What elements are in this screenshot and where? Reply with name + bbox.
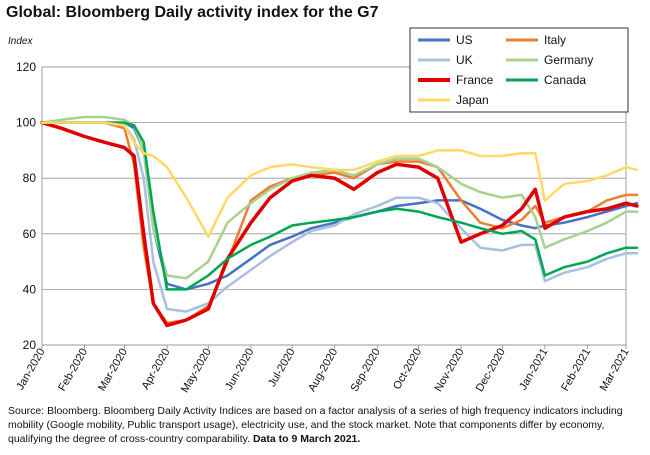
series-line-japan — [40, 121, 639, 238]
x-tick-label: Mar-2020 — [96, 347, 130, 394]
x-tick-label: Jun-2020 — [223, 347, 256, 393]
x-tick-label: Mar-2021 — [598, 347, 632, 394]
x-tick-label: Aug-2020 — [306, 347, 340, 394]
y-tick-label: 80 — [23, 171, 37, 185]
y-tick-label: 40 — [23, 282, 37, 296]
y-tick-label: 120 — [16, 60, 36, 74]
legend-label-france: France — [456, 73, 494, 87]
source-note: Source: Bloomberg. Bloomberg Daily Activ… — [8, 404, 644, 446]
x-tick-label: Apr-2020 — [140, 347, 173, 392]
line-chart: 20 40 60 80 100 120 Jan-2020 Feb-2020 Mar-2020 A… — [14, 27, 639, 395]
x-tick-label: Feb-2021 — [559, 347, 593, 394]
series-line-canada — [40, 121, 639, 291]
x-tick-label: Oct-2020 — [391, 347, 424, 392]
x-tick-label: Sep-2020 — [349, 347, 383, 394]
x-tick-label: Jul-2020 — [266, 347, 297, 390]
y-tick-label: 100 — [16, 116, 36, 130]
legend-box — [409, 27, 629, 113]
x-tick-label: Feb-2020 — [56, 347, 90, 394]
legend-label-japan: Japan — [456, 93, 489, 107]
x-tick-label: Nov-2020 — [432, 347, 466, 394]
x-tick-label: Jan-2021 — [517, 347, 550, 393]
x-tick-label: Dec-2020 — [474, 347, 508, 394]
y-tick-label: 20 — [23, 338, 37, 352]
legend-label-uk: UK — [456, 53, 473, 67]
data-date-note: Data to 9 March 2021. — [252, 433, 361, 445]
y-axis-label: Index — [8, 36, 33, 47]
legend-label-italy: Italy — [544, 33, 566, 47]
x-tick-label: Jan-2020 — [14, 347, 47, 393]
y-tick-label: 60 — [23, 227, 37, 241]
series-line-us — [40, 121, 639, 291]
x-tick-label: May-2020 — [179, 347, 214, 395]
legend-label-us: US — [456, 33, 473, 47]
legend-label-canada: Canada — [544, 73, 586, 87]
source-note-text: Source: Bloomberg. Bloomberg Daily Activ… — [8, 405, 623, 445]
series-line-france — [40, 120, 639, 328]
chart-title: Global: Bloomberg Daily activity index f… — [6, 4, 379, 21]
series-line-uk — [40, 121, 639, 313]
legend-label-germany: Germany — [544, 53, 593, 67]
